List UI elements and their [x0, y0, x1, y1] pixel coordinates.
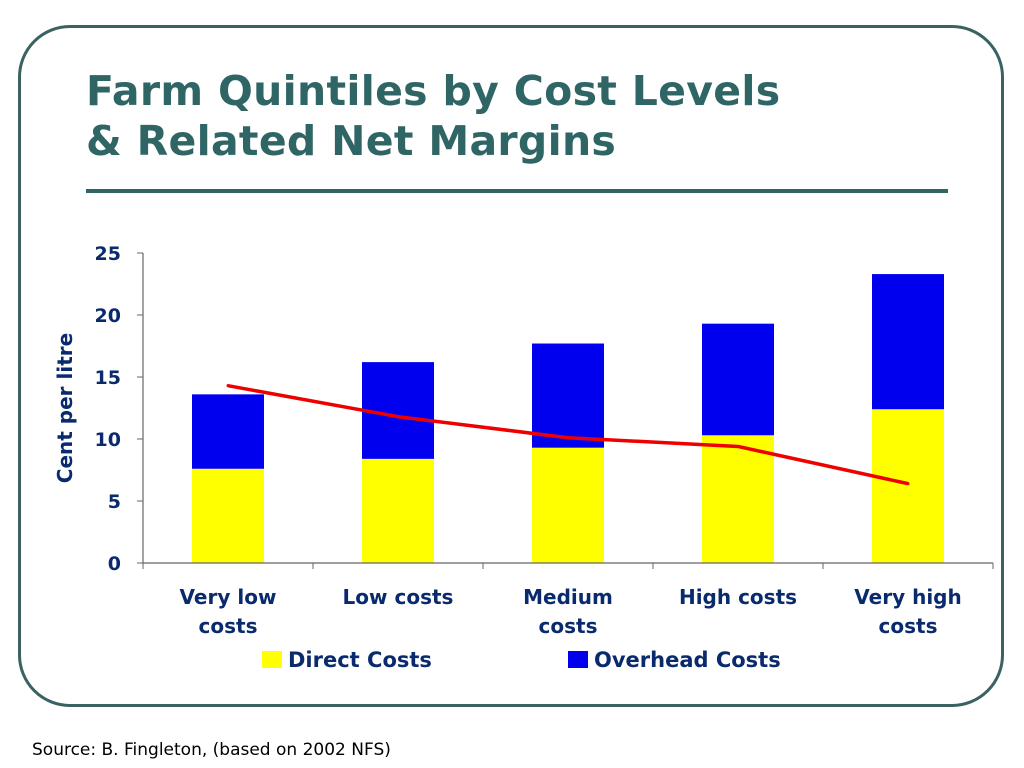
legend-label-1: Overhead Costs: [594, 648, 781, 672]
x-category-label: Low costs: [343, 585, 454, 609]
net-margin-point: [226, 384, 230, 388]
x-category-label: costs: [539, 614, 598, 638]
stacked-bar-chart: 0 5 10 15 20 25 Very low costs Low costs Medium co…: [53, 243, 994, 672]
bar-direct-2: [532, 447, 604, 563]
bar-direct-3: [702, 435, 774, 563]
y-tick-label: 15: [95, 367, 121, 389]
net-margin-point: [396, 415, 400, 419]
slide-title: Farm Quintiles by Cost Levels & Related …: [86, 66, 780, 166]
source-note: Source: B. Fingleton, (based on 2002 NFS…: [32, 740, 391, 760]
slide-frame: [18, 25, 1004, 707]
legend-swatch-0: [262, 651, 282, 668]
bar-overhead-2: [532, 343, 604, 448]
bar-direct-4: [872, 409, 944, 563]
bar-overhead-1: [362, 362, 434, 459]
net-margin-point: [906, 482, 910, 486]
x-category-label: costs: [879, 614, 938, 638]
legend-label-0: Direct Costs: [288, 648, 432, 672]
title-line-2: & Related Net Margins: [86, 117, 617, 165]
net-margin-point: [736, 444, 740, 448]
bar-direct-0: [192, 468, 264, 563]
bar-direct-1: [362, 458, 434, 563]
bar-overhead-4: [872, 274, 944, 410]
x-category-label: Medium: [523, 585, 613, 609]
bar-overhead-3: [702, 323, 774, 436]
bar-overhead-0: [192, 394, 264, 469]
legend-swatch-1: [568, 651, 588, 668]
net-margin-point: [566, 436, 570, 440]
y-tick-label: 25: [95, 243, 121, 265]
y-tick-label: 10: [95, 429, 121, 451]
title-underline: [86, 189, 948, 193]
y-tick-label: 5: [108, 491, 121, 513]
y-tick-label: 20: [95, 305, 121, 327]
x-category-label: costs: [199, 614, 258, 638]
x-category-label: High costs: [679, 585, 797, 609]
y-tick-label: 0: [108, 553, 121, 575]
x-category-label: Very high: [854, 585, 961, 609]
x-category-label: Very low: [180, 585, 277, 609]
y-axis-title: Cent per litre: [53, 333, 77, 483]
title-line-1: Farm Quintiles by Cost Levels: [86, 67, 781, 115]
